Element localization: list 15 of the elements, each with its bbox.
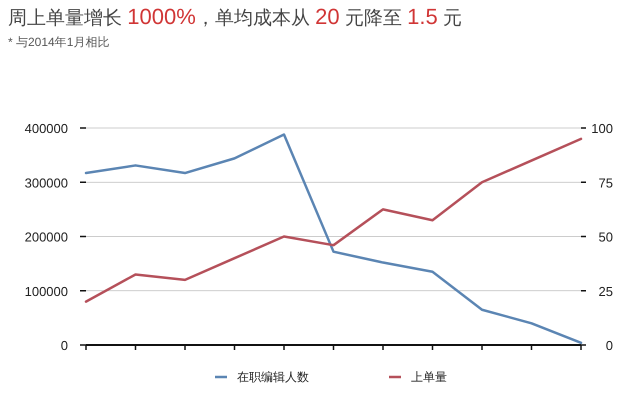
y2-tick-label: 50 [598,230,613,244]
y2-tick-label: 100 [591,121,613,136]
y2-tick-label: 0 [606,338,613,353]
chart-subtitle: * 与2014年1月相比 [8,35,110,49]
chart-title: 周上单量增长 1000%，单均成本从 20 元降至 1.5 元 [8,4,462,29]
line-series [84,138,582,303]
y-tick-label: 300000 [24,175,68,190]
y-tick-label: 400000 [24,121,68,136]
y-tick-label: 200000 [24,230,68,244]
y2-tick-label: 25 [598,284,613,299]
legend-label: 在职编辑人数 [237,370,309,384]
y-tick-label: 0 [60,338,68,353]
legend-label: 上单量 [411,370,447,384]
y-tick-label: 100000 [24,284,68,299]
y2-tick-label: 75 [598,175,613,190]
